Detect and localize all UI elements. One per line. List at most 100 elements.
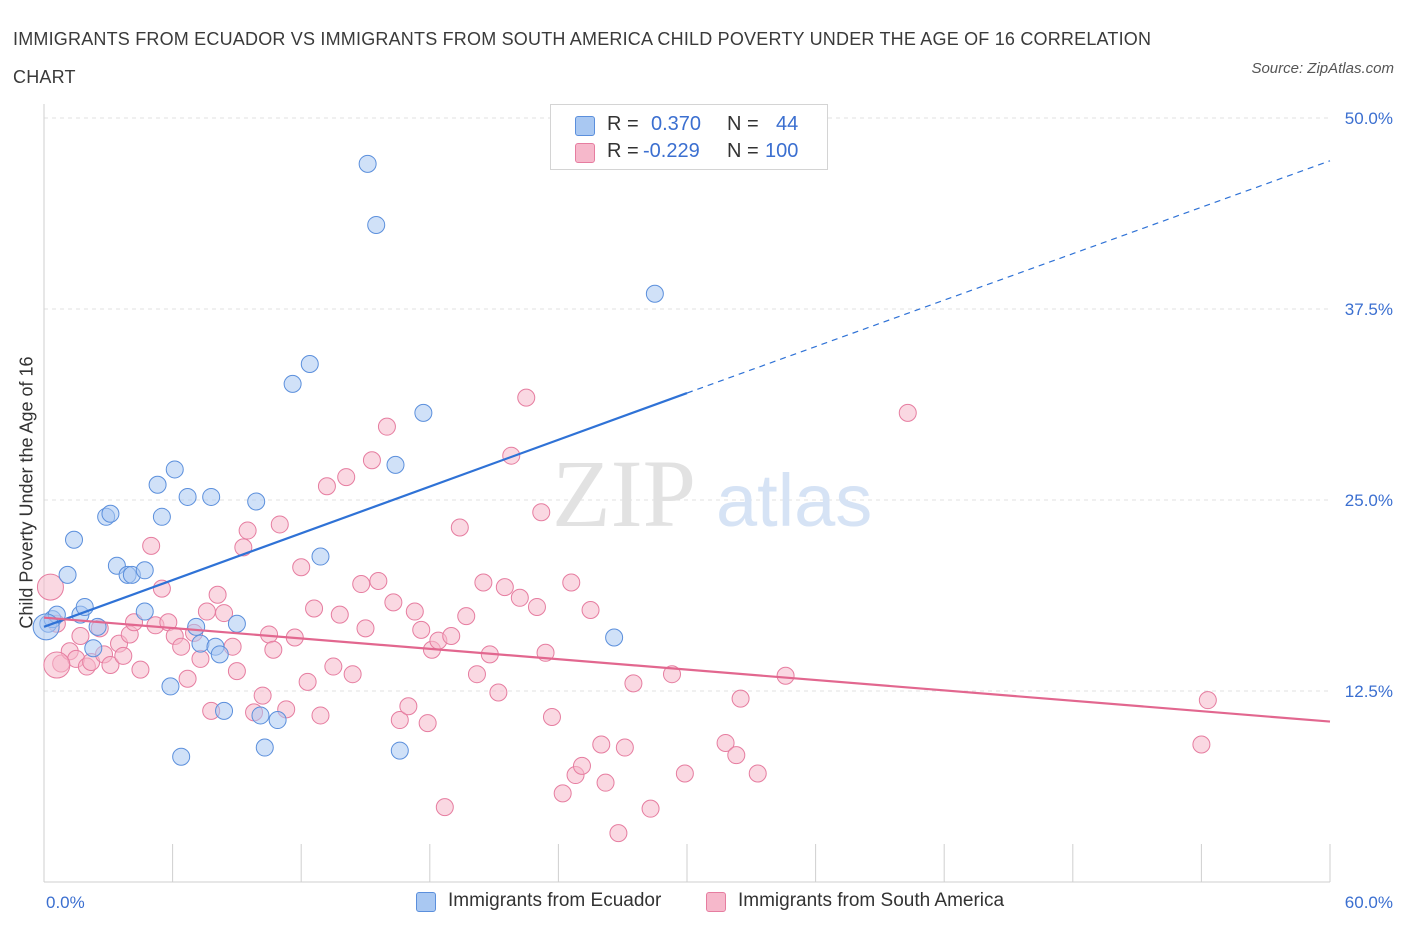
- data-point: [435, 798, 454, 817]
- data-point: [36, 573, 64, 601]
- data-point: [510, 588, 529, 607]
- data-point: [384, 593, 403, 612]
- data-point: [317, 477, 336, 496]
- data-point: [197, 602, 216, 621]
- correlation-legend: R = 0.370 N = 44 R = -0.229 N = 100: [550, 104, 828, 170]
- data-point: [165, 460, 184, 479]
- data-point: [356, 619, 375, 638]
- watermark-zip: ZIP: [552, 440, 696, 547]
- data-point: [161, 677, 180, 696]
- trend-lines: [43, 160, 1331, 723]
- data-point: [152, 507, 171, 526]
- data-point: [135, 602, 154, 621]
- data-point: [731, 689, 750, 708]
- data-point: [592, 735, 611, 754]
- trend-line-ecuador: [43, 392, 688, 628]
- data-point: [178, 487, 197, 506]
- bottom-legend-swatch-ecuador: [416, 892, 436, 912]
- y-tick-label: 25.0%: [1345, 491, 1393, 510]
- data-point: [414, 403, 433, 422]
- data-point: [572, 756, 591, 775]
- data-point: [605, 628, 624, 647]
- data-point: [71, 626, 90, 645]
- data-point: [187, 617, 206, 636]
- data-point: [367, 215, 386, 234]
- data-point: [298, 672, 317, 691]
- axes: [43, 104, 1331, 883]
- data-point: [553, 784, 572, 803]
- data-point: [581, 601, 600, 620]
- data-point: [247, 492, 266, 511]
- x-tick-label: 0.0%: [46, 893, 85, 912]
- data-point: [58, 565, 77, 584]
- data-point: [1198, 691, 1217, 710]
- data-point: [624, 674, 643, 693]
- data-point: [450, 518, 469, 537]
- data-point: [615, 738, 634, 757]
- data-point: [251, 706, 270, 725]
- data-point: [457, 607, 476, 626]
- data-point: [311, 706, 330, 725]
- legend-swatch-south-america: [575, 143, 595, 163]
- data-point: [405, 602, 424, 621]
- data-point: [358, 154, 377, 173]
- data-point: [311, 547, 330, 566]
- legend-r-label: R =: [607, 140, 639, 162]
- legend-n-label: N =: [727, 140, 759, 162]
- data-point: [270, 515, 289, 534]
- data-point: [532, 503, 551, 522]
- data-point: [390, 741, 409, 760]
- data-point: [238, 521, 257, 540]
- data-point: [191, 649, 210, 668]
- data-point: [292, 558, 311, 577]
- y-tick-label: 37.5%: [1345, 300, 1393, 319]
- data-point: [234, 538, 253, 557]
- data-point: [467, 665, 486, 684]
- data-point: [125, 613, 144, 632]
- chart-title: IMMIGRANTS FROM ECUADOR VS IMMIGRANTS FR…: [13, 29, 1152, 87]
- data-point: [65, 530, 84, 549]
- data-point: [517, 388, 536, 407]
- y-tick-label: 12.5%: [1345, 682, 1393, 701]
- data-point: [255, 738, 274, 757]
- watermark-atlas: atlas: [716, 459, 872, 542]
- data-point: [369, 571, 388, 590]
- data-point: [362, 451, 381, 470]
- data-point: [101, 504, 120, 523]
- data-point: [596, 773, 615, 792]
- legend-swatch-ecuador: [575, 116, 595, 136]
- data-point: [114, 646, 133, 665]
- data-point: [641, 799, 660, 818]
- data-point: [191, 634, 210, 653]
- data-point: [390, 711, 409, 730]
- data-point: [202, 487, 221, 506]
- data-point: [542, 707, 561, 726]
- data-point: [495, 578, 514, 597]
- data-point: [227, 662, 246, 681]
- data-point: [84, 639, 103, 658]
- legend-n-label: N =: [727, 113, 759, 135]
- legend-r-value: 0.370: [651, 113, 702, 135]
- data-point: [142, 536, 161, 555]
- legend-n-value: 100: [765, 140, 799, 162]
- bottom-legend-swatch-south-america: [706, 892, 726, 912]
- data-point: [527, 597, 546, 616]
- legend-r-label: R =: [607, 113, 639, 135]
- data-point: [377, 417, 396, 436]
- legend-n-value: 44: [776, 113, 799, 135]
- data-point: [178, 669, 197, 688]
- legend-r-value: -0.229: [643, 140, 700, 162]
- data-point: [662, 665, 681, 684]
- source-label: Source: ZipAtlas.com: [1251, 60, 1394, 77]
- data-point: [898, 403, 917, 422]
- data-point: [337, 468, 356, 487]
- data-point: [101, 656, 120, 675]
- data-point: [675, 764, 694, 783]
- data-point: [208, 585, 227, 604]
- data-point: [386, 455, 405, 474]
- data-point: [502, 446, 521, 465]
- data-point: [442, 626, 461, 645]
- data-point: [748, 764, 767, 783]
- data-point: [562, 573, 581, 592]
